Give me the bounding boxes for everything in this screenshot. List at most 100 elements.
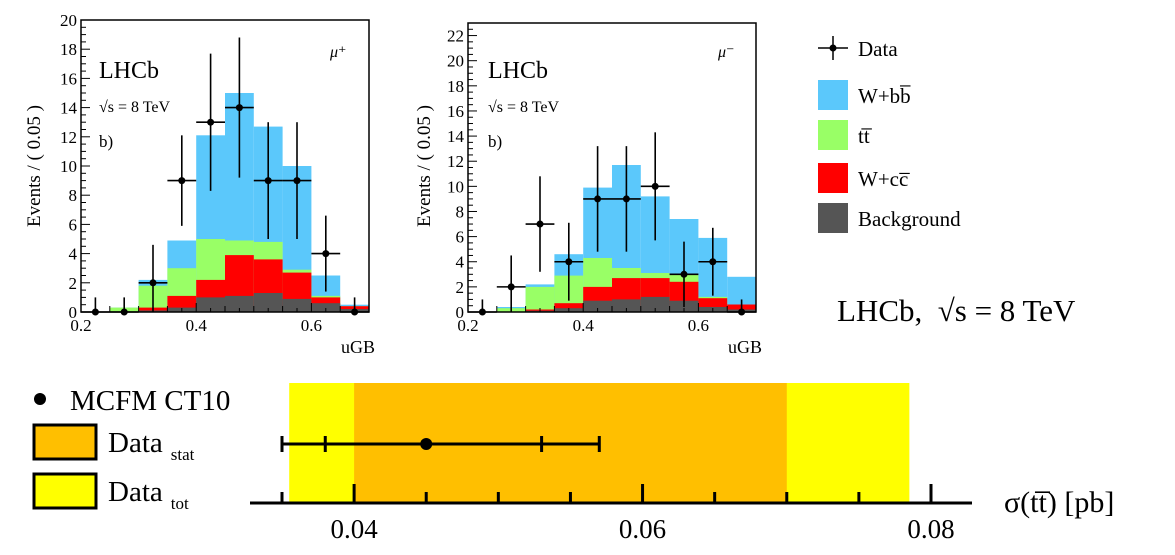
cross-section-plot: 0.04 0.06 0.08 σ(tt̅) [pb] MCFM CT10 Data s… [32, 383, 1114, 544]
data-point-7 [293, 177, 301, 185]
data-points [468, 132, 756, 316]
x-tick-label-0.2: 0.2 [70, 316, 91, 335]
legend-tot-main: Data [108, 476, 163, 508]
x-tick-label-0.6: 0.6 [301, 316, 322, 335]
legend-item-wcc: W+cc̅ [818, 163, 911, 193]
y-tick-label-2: 2 [456, 278, 465, 297]
data-point-3 [565, 258, 573, 266]
y-tick-label-10: 10 [447, 177, 464, 196]
legend-stat: Data stat [32, 423, 195, 464]
x-tick-label-0.6: 0.6 [688, 316, 709, 335]
x-axis-label: uGB [341, 337, 375, 357]
bar-background-bin-5 [612, 299, 641, 312]
x-tick-label-0.4: 0.4 [573, 316, 595, 335]
x-tick-label-0.06: 0.06 [619, 514, 666, 544]
y-tick-label-8: 8 [69, 186, 78, 205]
y-tick-label-22: 22 [447, 27, 464, 46]
y-tick-label-8: 8 [456, 202, 465, 221]
y-tick-label-14: 14 [447, 127, 465, 146]
legend-data-marker-dot [829, 44, 837, 52]
y-tick-label-14: 14 [60, 99, 78, 118]
legend-background-swatch [818, 203, 848, 233]
y-tick-label-20: 20 [447, 52, 464, 71]
legend-item-wbb: W+bb̅ [818, 80, 911, 110]
legend-theory-marker [34, 393, 46, 405]
histogram-mu-minus: 0 2 4 6 8 10 12 14 16 18 20 22 0.2 0.4 0.6 Events / ( … [414, 22, 762, 357]
energy-label: √s = 8 TeV [99, 99, 171, 116]
data-point-6 [651, 182, 659, 190]
x-axis-label: uGB [728, 337, 762, 357]
histogram-mu-plus: 0 2 4 6 8 10 12 14 16 18 20 0.2 0.4 0.6 Events / ( 0.… [24, 11, 375, 357]
data-point-3 [178, 177, 186, 185]
data-point-5 [235, 104, 243, 112]
legend-wcc-swatch [818, 163, 848, 193]
legend-stat-label: Data stat [108, 427, 195, 464]
legend-wbb-label: W+bb̅ [858, 84, 911, 108]
x-axis-ticks: 0.04 0.06 0.08 [280, 484, 955, 544]
legend-stat-main: Data [108, 427, 163, 459]
x-tick-label-0.4: 0.4 [186, 316, 208, 335]
experiment-label: LHCb [99, 58, 159, 84]
legend-tt-label: tt̅ [858, 124, 873, 148]
y-axis-label: Events / ( 0.05 ) [24, 105, 45, 227]
y-tick-label-4: 4 [456, 253, 465, 272]
legend-theory-label: MCFM CT10 [70, 385, 230, 417]
bar-background-bin-4 [196, 297, 225, 312]
y-tick-label-0: 0 [456, 303, 465, 322]
legend-stat-swatch [32, 423, 98, 461]
bar-background-bin-6 [253, 293, 283, 312]
y-tick-label-18: 18 [60, 40, 77, 59]
axis-ticks: 0 2 4 6 8 10 12 14 16 18 20 0.2 0.4 0.6 [60, 11, 370, 335]
bar-background-bin-6 [640, 296, 670, 312]
y-tick-label-16: 16 [60, 69, 77, 88]
legend-item-tt: tt̅ [818, 120, 873, 150]
x-tick-label-0.04: 0.04 [330, 514, 378, 544]
legend-tot: Data tot [32, 472, 189, 513]
data-point-2 [536, 220, 544, 228]
panel-tag: b) [99, 132, 113, 151]
legend-data-label: Data [858, 37, 898, 61]
data-point-4 [207, 118, 215, 126]
legend-tt-swatch [818, 120, 848, 150]
legend-item-background: Background [818, 203, 961, 233]
legend-background-label: Background [858, 207, 961, 231]
energy-label: √s = 8 TeV [488, 99, 560, 116]
bar-background-bin-8 [311, 303, 341, 312]
legend-item-data: Data [818, 36, 898, 61]
y-tick-label-6: 6 [69, 215, 78, 234]
x-tick-label-0.2: 0.2 [457, 316, 478, 335]
data-point-1 [507, 283, 515, 291]
panel-tag: b) [488, 132, 502, 151]
axis-ticks: 0 2 4 6 8 10 12 14 16 18 20 22 0.2 0.4 0.6 [447, 22, 757, 335]
data-point-7 [680, 270, 688, 278]
theory-point [280, 436, 601, 452]
legend-tot-swatch [32, 472, 98, 510]
legend: Data W+bb̅ tt̅ W+cc̅ Background [818, 36, 961, 233]
y-tick-label-16: 16 [447, 102, 464, 121]
y-tick-label-10: 10 [60, 157, 77, 176]
cross-section-axis-label: σ(tt̅) [pb] [1004, 486, 1114, 519]
y-tick-label-6: 6 [456, 228, 465, 247]
experiment-energy-label: LHCb, √s = 8 TeV [837, 293, 1076, 328]
y-tick-label-20: 20 [60, 11, 77, 30]
data-point-8 [322, 250, 330, 258]
legend-wbb-swatch [818, 80, 848, 110]
charge-label: μ⁻ [717, 44, 734, 61]
y-tick-label-18: 18 [447, 77, 464, 96]
theory-marker [420, 438, 433, 450]
bar-background-bin-4 [583, 300, 612, 312]
y-tick-label-2: 2 [69, 274, 78, 293]
y-axis-label: Events / ( 0.05 ) [414, 105, 435, 227]
y-tick-label-4: 4 [69, 245, 78, 264]
legend-stat-sub: stat [171, 445, 195, 464]
legend-tot-label: Data tot [108, 476, 189, 513]
legend-wcc-label: W+cc̅ [858, 167, 911, 191]
bar-background-bin-7 [282, 298, 312, 312]
experiment-label: LHCb [488, 58, 548, 84]
y-tick-label-12: 12 [447, 152, 464, 171]
legend-tot-sub: tot [171, 494, 189, 513]
bar-tt-bin-2 [525, 286, 555, 312]
bar-wcc-bin-3 [554, 303, 584, 312]
y-tick-label-0: 0 [69, 303, 78, 322]
